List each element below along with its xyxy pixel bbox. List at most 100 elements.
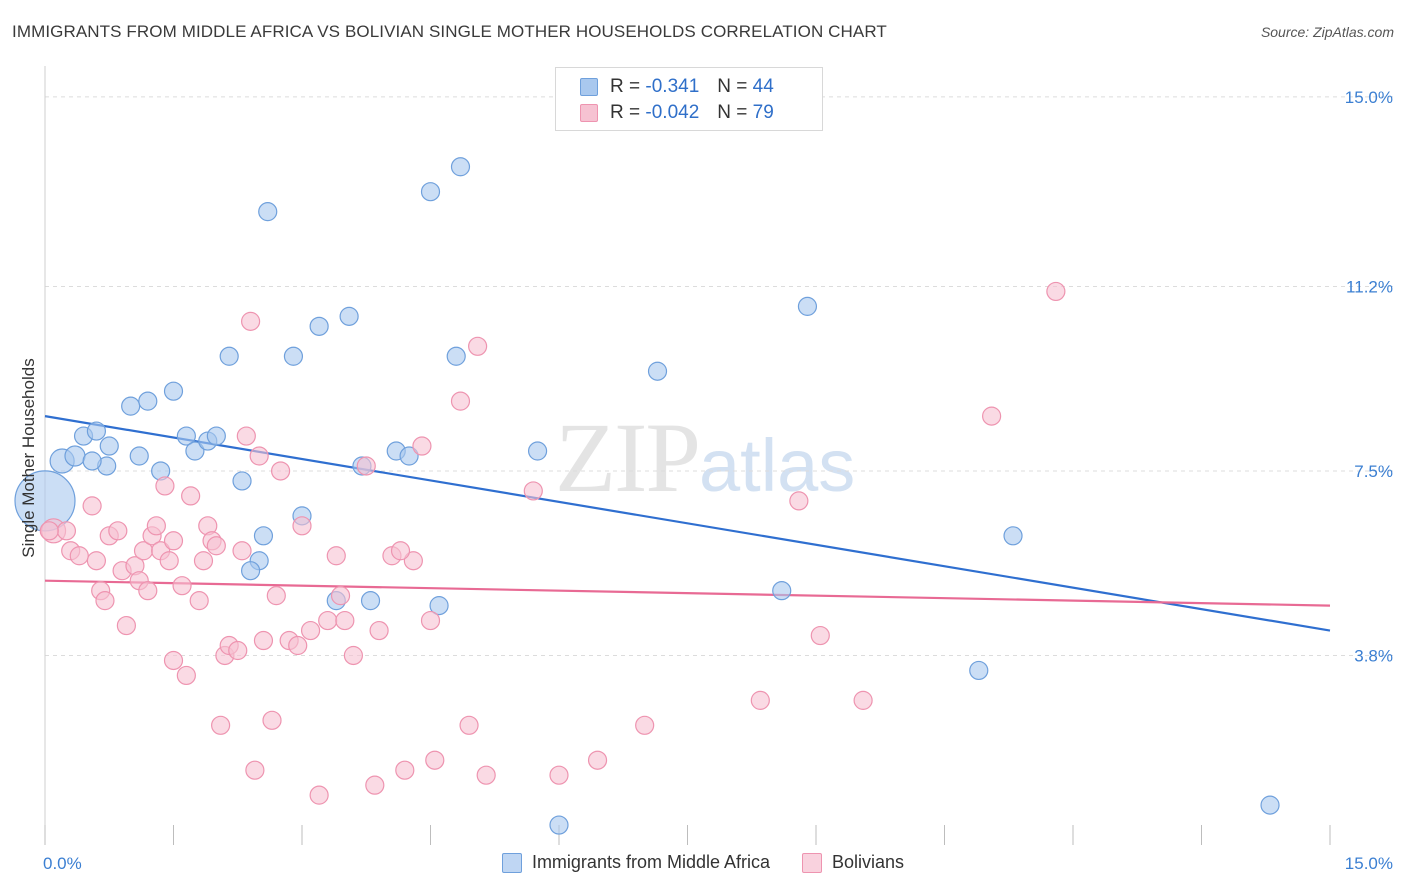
- bolivian-point: [459, 715, 479, 735]
- middle-africa-point: [339, 306, 359, 326]
- bolivian-point: [810, 625, 830, 646]
- bolivian-point: [982, 406, 1002, 426]
- bolivian-point: [288, 635, 308, 656]
- legend-r-label: R =: [610, 102, 641, 123]
- middle-africa-point: [1003, 526, 1023, 546]
- axes: [44, 66, 1331, 845]
- middle-africa-point: [176, 426, 196, 446]
- bolivian-point: [253, 630, 274, 651]
- series-legend: Immigrants from Middle Africa Bolivians: [0, 852, 1406, 873]
- middle-africa-point: [129, 446, 149, 466]
- bolivian-point: [1046, 281, 1066, 302]
- middle-africa-point: [549, 815, 569, 835]
- bolivian-point: [635, 715, 655, 735]
- middle-africa-point: [527, 441, 548, 461]
- series-legend-item-bolivians[interactable]: Bolivians: [802, 852, 904, 873]
- middle-africa-point: [99, 436, 119, 456]
- bolivian-point: [206, 536, 226, 556]
- middle-africa-point: [420, 182, 441, 202]
- bolivian-point: [236, 426, 256, 446]
- middle-africa-point: [647, 361, 668, 381]
- bolivian-point: [750, 690, 770, 710]
- bolivian-point: [56, 521, 77, 541]
- bolivian-point: [86, 551, 107, 571]
- legend-r-label: R =: [610, 76, 641, 97]
- bolivian-point: [369, 620, 389, 641]
- series-legend-label: Bolivians: [832, 852, 905, 872]
- legend-n-value: 79: [752, 102, 774, 123]
- bolivian-point: [163, 531, 184, 551]
- bolivian-point: [116, 615, 136, 636]
- x-tick-label: 15.0%: [1345, 854, 1393, 873]
- bolivian-point: [159, 551, 179, 571]
- bolivian-point: [343, 645, 363, 666]
- bolivian-point: [211, 715, 231, 735]
- bolivian-point: [853, 690, 873, 710]
- bolivian-point: [95, 591, 115, 611]
- bolivian-point: [318, 610, 338, 631]
- y-tick-label: 7.5%: [1354, 462, 1393, 481]
- bolivian-point: [228, 640, 248, 661]
- legend-row-middle-africa: R = -0.341 N = 44: [580, 74, 774, 100]
- middle-africa-point: [258, 202, 278, 222]
- middle-africa-point: [446, 346, 466, 366]
- legend-row-bolivians: R = -0.042 N = 79: [580, 100, 774, 126]
- bolivian-point: [270, 461, 291, 481]
- y-axis-label: Single Mother Households: [19, 358, 38, 557]
- bolivian-point: [155, 476, 175, 496]
- series-legend-item-middle-africa[interactable]: Immigrants from Middle Africa: [501, 852, 770, 873]
- bolivian-point: [82, 496, 102, 516]
- middle-africa-point: [232, 471, 252, 491]
- middle-africa-point: [797, 296, 818, 316]
- middle-africa-point: [219, 346, 239, 366]
- bolivian-point: [176, 665, 196, 686]
- bolivian-point: [292, 516, 312, 536]
- bolivian-point: [390, 541, 411, 561]
- bolivian-point: [365, 775, 385, 795]
- bolivian-point: [468, 336, 488, 356]
- bolivian-point: [262, 710, 282, 730]
- bolivian-point: [789, 491, 809, 511]
- bolivian-point: [245, 760, 265, 780]
- middle-africa-point: [241, 561, 261, 581]
- middle-africa-point: [138, 391, 158, 411]
- x-tick-label: 0.0%: [43, 854, 82, 873]
- series-swatch-middle-africa: [501, 852, 522, 873]
- middle-africa-point: [309, 316, 329, 336]
- trend-lines: [44, 415, 1331, 632]
- correlation-legend: R = -0.341 N = 44 R = -0.042 N = 79: [555, 67, 823, 131]
- bolivian-point: [420, 610, 441, 631]
- legend-r-value: -0.341: [645, 76, 700, 97]
- middle-africa-point: [206, 426, 226, 446]
- middle-africa-trend-line: [44, 415, 1331, 632]
- legend-n-value: 44: [752, 76, 774, 97]
- middle-africa-point: [64, 445, 86, 467]
- series-legend-label: Immigrants from Middle Africa: [531, 852, 770, 872]
- bolivian-point: [330, 586, 351, 606]
- bolivian-point: [523, 481, 543, 501]
- bolivian-point: [300, 620, 321, 641]
- middle-africa-point: [429, 596, 449, 616]
- bolivian-point: [163, 650, 184, 671]
- bolivian-point: [69, 546, 89, 566]
- middle-africa-point: [253, 526, 274, 546]
- legend-n-label: N =: [717, 102, 748, 123]
- bolivian-point: [138, 581, 158, 601]
- legend-swatch-middle-africa: [580, 78, 598, 96]
- legend-swatch-bolivians: [580, 104, 598, 122]
- bolivian-trend-line: [44, 579, 1331, 607]
- bolivian-point: [403, 551, 423, 571]
- bolivian-point: [549, 765, 569, 785]
- y-tick-label: 11.2%: [1346, 277, 1393, 296]
- axis-labels: 3.8% 7.5% 11.2% 15.0% 0.0% 15.0% Single Mother…: [19, 88, 1393, 873]
- middle-africa-point: [450, 157, 471, 177]
- bolivian-point: [249, 446, 269, 466]
- bolivian-point: [326, 546, 346, 566]
- legend-n-label: N =: [717, 76, 748, 97]
- middle-africa-point: [360, 591, 381, 611]
- bolivian-point: [241, 311, 261, 331]
- bolivian-point: [587, 750, 608, 770]
- bolivian-point: [450, 391, 471, 411]
- middle-africa-point: [121, 396, 141, 416]
